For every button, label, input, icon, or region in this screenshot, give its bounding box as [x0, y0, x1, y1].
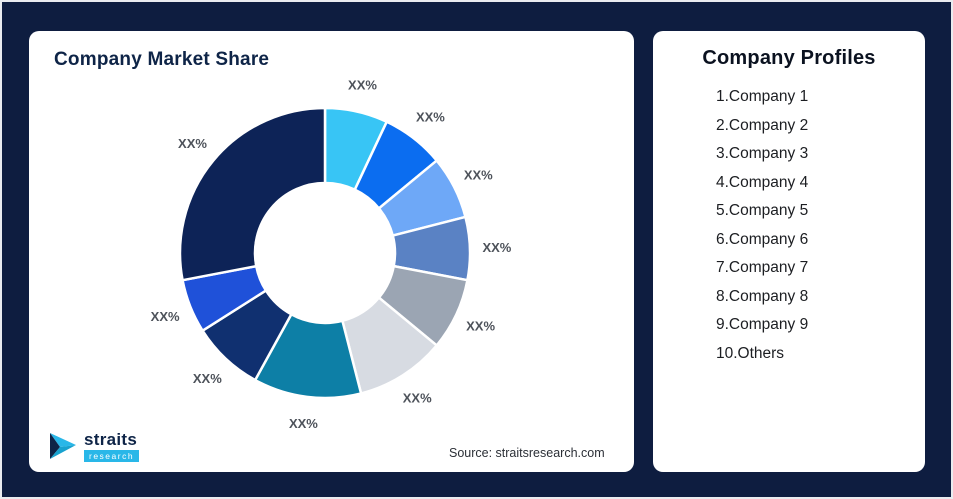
profile-item: 7.Company 7: [716, 259, 809, 276]
segment-label: XX%: [193, 371, 222, 386]
profiles-list: 1.Company 1 2.Company 2 3.Company 3 4.Co…: [653, 83, 925, 368]
company-profiles-card: Company Profiles 1.Company 1 2.Company 2…: [653, 31, 925, 472]
profile-item: 5.Company 5: [716, 202, 809, 219]
chart-title: Company Market Share: [54, 49, 270, 70]
segment-label: XX%: [289, 416, 318, 431]
market-share-card: Company Market Share XX% XX% XX% XX% XX% XX% X…: [29, 31, 634, 472]
logo-name: straits: [84, 429, 138, 449]
segment-label: XX%: [403, 391, 432, 406]
segment-label: XX%: [151, 309, 180, 324]
profile-item: 10.Others: [716, 344, 785, 362]
profile-item: 3.Company 3: [716, 145, 809, 162]
profiles-title: Company Profiles: [702, 47, 876, 69]
segment-label: XX%: [482, 240, 511, 255]
donut-segment: [178, 106, 327, 282]
donut-chart-svg: XX% XX% XX% XX% XX% XX% XX% XX% XX% XX%: [151, 78, 512, 432]
profile-item: 4.Company 4: [716, 173, 809, 191]
profile-item: 8.Company 8: [716, 287, 809, 305]
logo-arrow-icon: [50, 433, 76, 460]
profile-item: 9.Company 9: [716, 316, 809, 333]
segment-label: XX%: [464, 167, 493, 182]
segment-label: XX%: [178, 136, 207, 151]
logo-text: straits research: [84, 429, 140, 462]
straits-research-logo: straits research: [49, 429, 140, 462]
profile-item: 1.Company 1: [716, 88, 809, 105]
logo-subname: research: [84, 449, 140, 462]
segment-label: XX%: [348, 78, 377, 93]
segment-label: XX%: [466, 319, 495, 334]
profile-item: 6.Company 6: [716, 230, 809, 248]
source-text: Source: straitsresearch.com: [449, 446, 605, 460]
segment-label: XX%: [416, 110, 445, 125]
profile-item: 2.Company 2: [716, 116, 809, 134]
